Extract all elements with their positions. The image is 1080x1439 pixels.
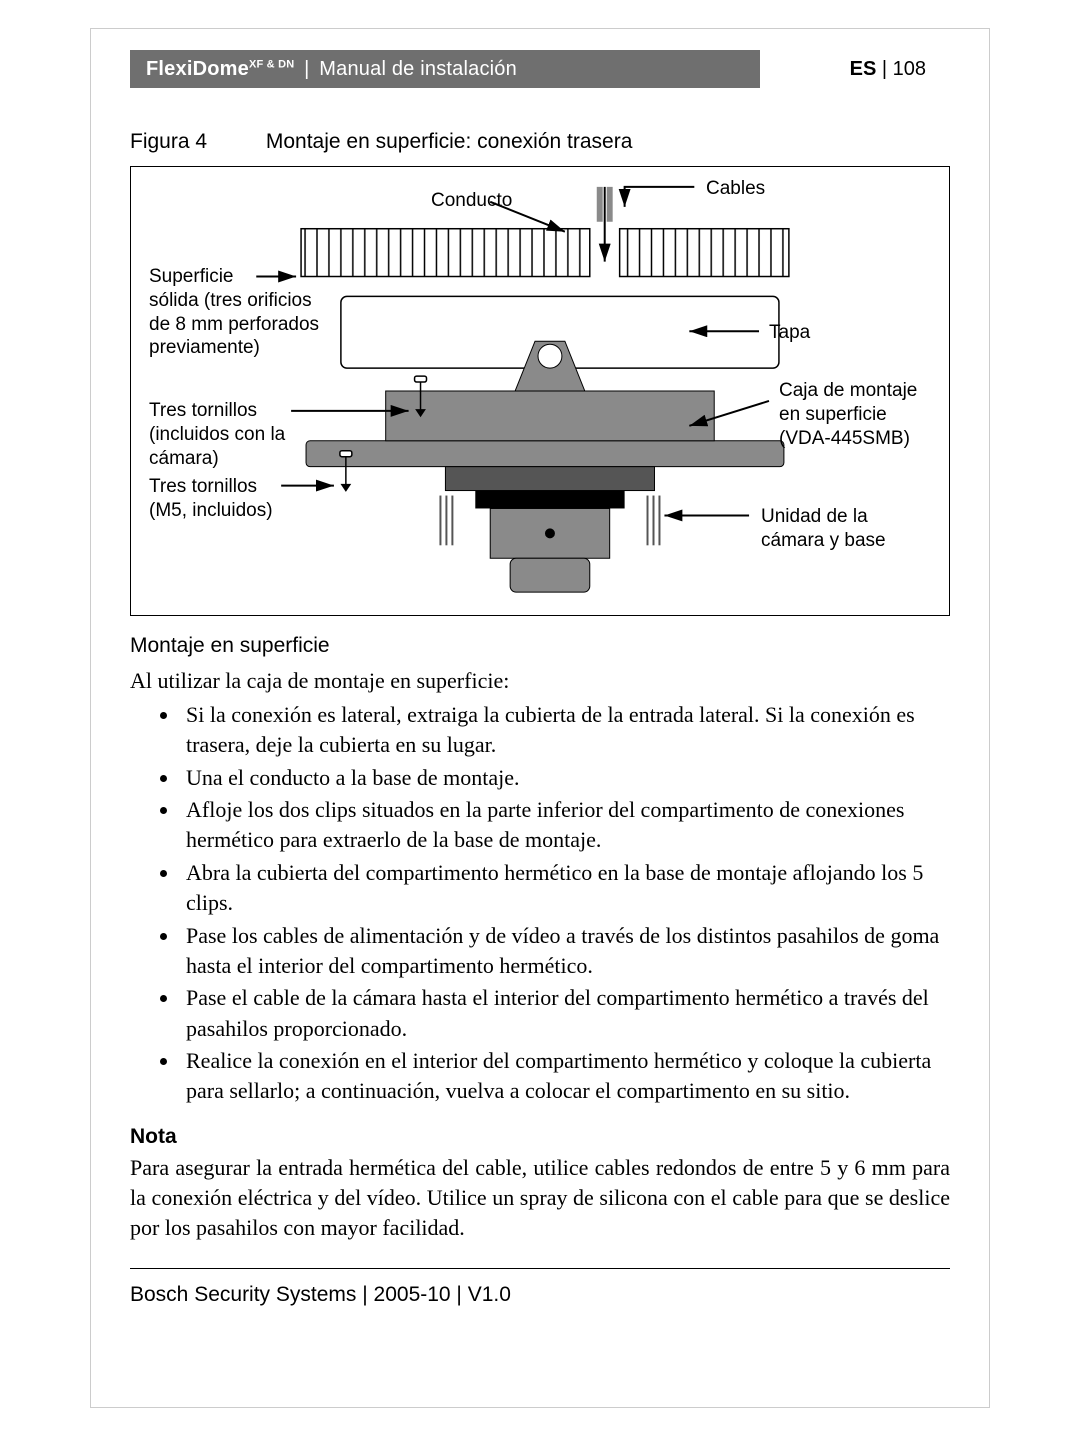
lang-code: ES bbox=[850, 58, 877, 81]
section-intro: Al utilizar la caja de montaje en superf… bbox=[130, 668, 950, 694]
list-item: Pase los cables de alimentación y de víd… bbox=[180, 921, 950, 982]
list-item: Afloje los dos clips situados en la part… bbox=[180, 795, 950, 856]
list-item: Realice la conexión en el interior del c… bbox=[180, 1046, 950, 1107]
figure-caption: Figura 4 Montaje en superficie: conexión… bbox=[130, 130, 950, 154]
label-tapa: Tapa bbox=[769, 321, 810, 345]
page-number: 108 bbox=[893, 58, 926, 81]
page-header: FlexiDomeXF & DN | Manual de instalación… bbox=[130, 50, 950, 88]
footer-rule bbox=[130, 1268, 950, 1269]
figure-diagram: Conducto Cables Superficie sólida (tres … bbox=[130, 166, 950, 616]
header-title-bar: FlexiDomeXF & DN | Manual de instalación bbox=[130, 50, 760, 88]
manual-title: Manual de instalación bbox=[319, 58, 517, 80]
label-caja: Caja de montaje en superficie (VDA-445SM… bbox=[779, 379, 917, 450]
label-unidad: Unidad de la cámara y base bbox=[761, 505, 886, 553]
brand: FlexiDome bbox=[146, 58, 249, 80]
footer-text: Bosch Security Systems | 2005-10 | V1.0 bbox=[130, 1283, 950, 1307]
note-body: Para asegurar la entrada hermética del c… bbox=[130, 1153, 950, 1244]
figure-number: Figura 4 bbox=[130, 130, 260, 154]
list-item: Una el conducto a la base de montaje. bbox=[180, 763, 950, 793]
header-page-ref: ES | 108 bbox=[760, 50, 950, 88]
list-item: Si la conexión es lateral, extraiga la c… bbox=[180, 700, 950, 761]
section-subhead: Montaje en superficie bbox=[130, 634, 950, 658]
list-item: Abra la cubierta del compartimento hermé… bbox=[180, 858, 950, 919]
brand-superscript: XF & DN bbox=[249, 58, 294, 70]
figure-title: Montaje en superficie: conexión trasera bbox=[266, 130, 633, 153]
note-heading: Nota bbox=[130, 1125, 950, 1149]
list-item: Pase el cable de la cámara hasta el inte… bbox=[180, 983, 950, 1044]
label-cables: Cables bbox=[706, 177, 765, 201]
label-tres-tornillos-m5: Tres tornillos (M5, incluidos) bbox=[149, 475, 273, 523]
label-tres-tornillos-cam: Tres tornillos (incluidos con la cámara) bbox=[149, 399, 285, 470]
instruction-list: Si la conexión es lateral, extraiga la c… bbox=[130, 700, 950, 1107]
label-conducto: Conducto bbox=[431, 189, 512, 213]
label-superficie: Superficie sólida (tres orificios de 8 m… bbox=[149, 265, 349, 360]
